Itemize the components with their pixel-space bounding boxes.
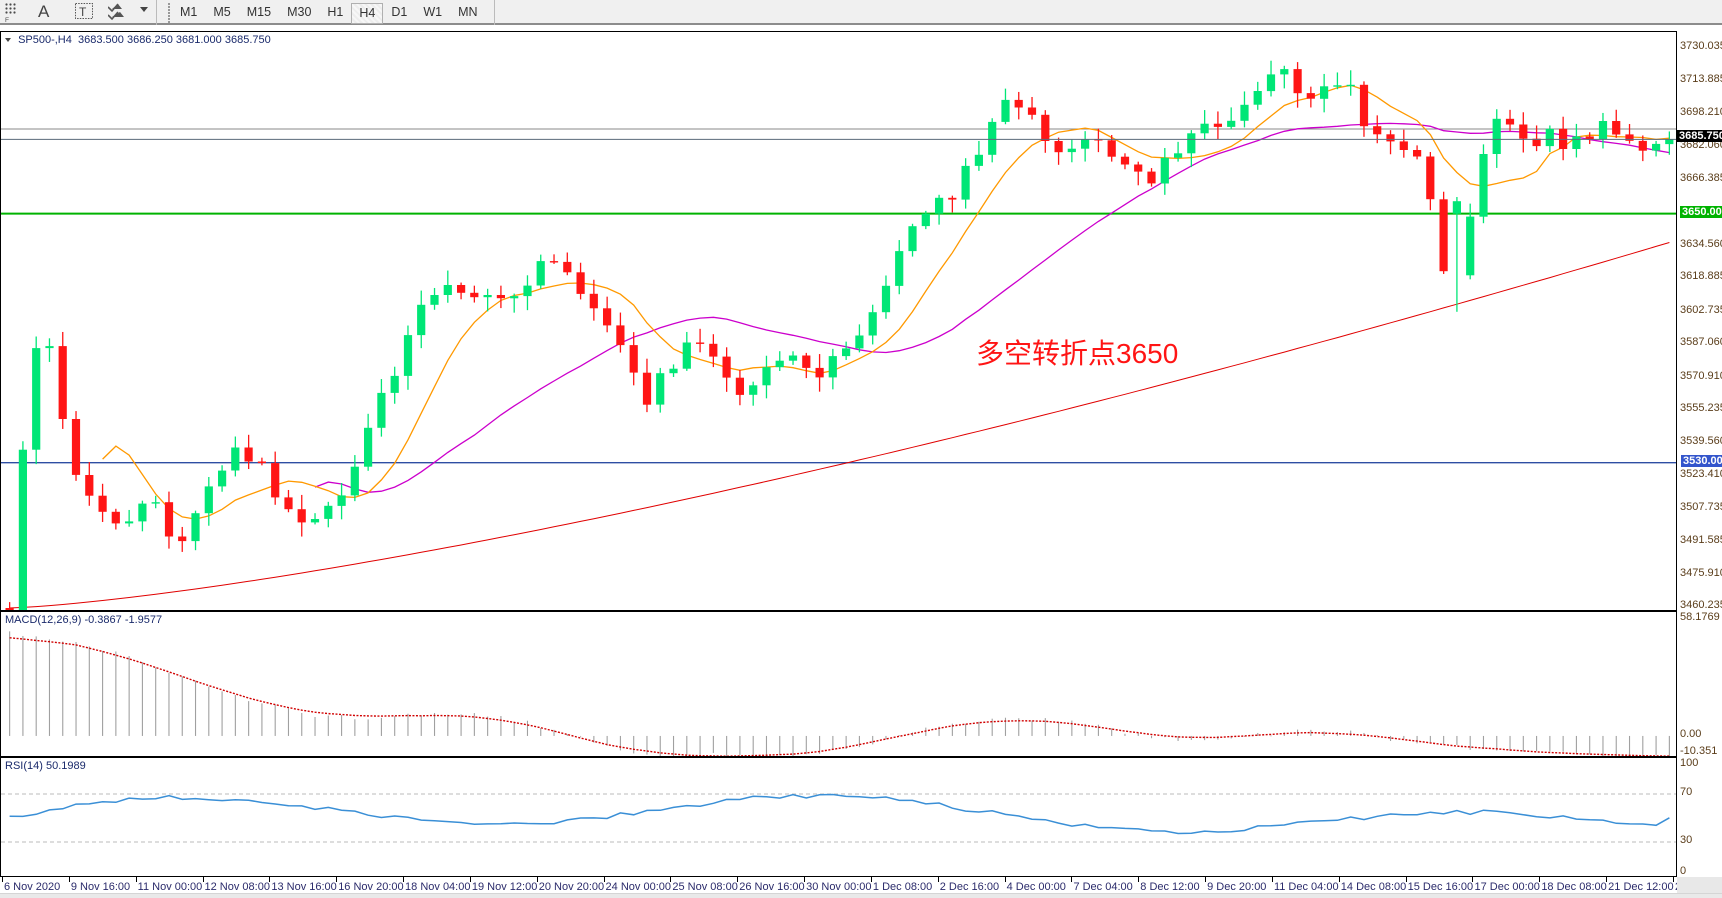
svg-text:T: T [79,5,87,19]
svg-text:F: F [5,17,9,24]
